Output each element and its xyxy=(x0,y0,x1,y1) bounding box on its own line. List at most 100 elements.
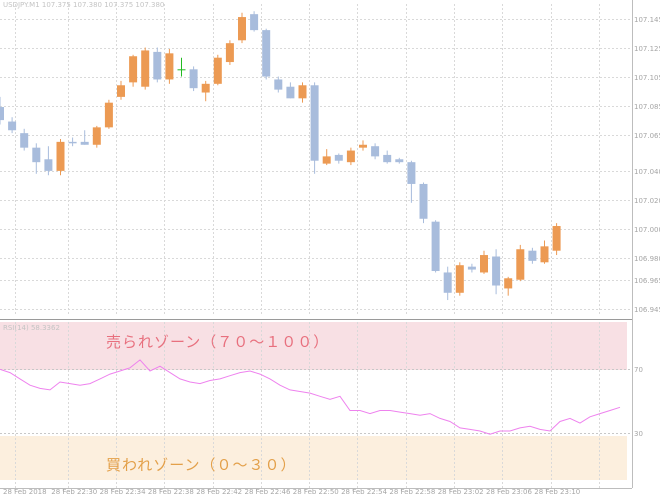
candle xyxy=(32,143,41,174)
candle-body-bear xyxy=(80,141,89,145)
candle xyxy=(467,263,476,273)
candle xyxy=(213,54,222,86)
price-tick-label: 107.125 xyxy=(634,45,660,53)
candle-body-bull xyxy=(359,144,367,148)
overbought-zone-label: 売られゾーン（７０～１００） xyxy=(106,333,329,351)
candle xyxy=(359,140,367,151)
time-tick-label: 28 Feb 23:06 xyxy=(486,488,532,496)
candle-body-bull xyxy=(225,43,234,63)
candle-body-bull xyxy=(238,17,246,41)
candle-body-bull xyxy=(165,53,174,80)
candle xyxy=(8,117,17,134)
candle-body-bull xyxy=(213,57,222,84)
candle xyxy=(68,137,77,147)
rsi-panel-header: RSI(14) 58.3362 xyxy=(3,324,60,332)
candle xyxy=(310,82,319,174)
candle-body-bear xyxy=(310,85,319,161)
candle xyxy=(129,54,138,87)
price-tick-label: 107.105 xyxy=(634,74,660,82)
candle xyxy=(201,80,210,102)
candle xyxy=(20,128,29,151)
candle-body-bear xyxy=(431,221,440,272)
candle-body-bear xyxy=(467,266,476,270)
rsi-tick-label: 30 xyxy=(634,430,643,438)
price-grid xyxy=(0,4,632,316)
candle xyxy=(334,153,343,164)
candle xyxy=(274,76,283,93)
rsi-grid xyxy=(0,322,632,488)
time-tick-label: 28 Feb 22:34 xyxy=(100,488,146,496)
candle-body-bear xyxy=(371,146,380,157)
candle-body-bear xyxy=(262,30,271,77)
candle-body-bear xyxy=(32,147,41,163)
candle xyxy=(540,240,549,264)
candle xyxy=(383,150,392,164)
candle xyxy=(395,157,404,164)
candle-body-bear xyxy=(528,250,537,261)
candle-body-bull xyxy=(201,83,210,93)
candle xyxy=(104,99,113,129)
candle-body-bull xyxy=(56,141,65,171)
candle-body-bull xyxy=(104,102,113,128)
candle xyxy=(480,250,488,274)
oversold-zone xyxy=(0,436,627,480)
candle xyxy=(141,47,150,90)
time-tick-label: 28 Feb 22:50 xyxy=(293,488,339,496)
candle-body-bear xyxy=(189,69,198,89)
candle xyxy=(238,12,246,44)
price-candles xyxy=(0,11,561,301)
candle-body-bull xyxy=(117,85,125,97)
time-tick-label: 28 Feb 22:54 xyxy=(341,488,387,496)
candle xyxy=(407,160,416,203)
candle xyxy=(44,146,53,176)
candle-body-bear xyxy=(407,162,416,184)
candle-body-bear xyxy=(250,14,259,31)
overbought-zone xyxy=(0,322,627,370)
candle-body-bear xyxy=(68,141,77,144)
candle xyxy=(0,96,4,125)
candle xyxy=(153,47,162,83)
time-tick-label: 28 Feb 2018 xyxy=(3,488,47,496)
candle xyxy=(286,82,295,99)
candle xyxy=(371,143,380,160)
candle-body-bull xyxy=(504,278,513,289)
candle-body-bear xyxy=(443,272,452,293)
rsi-tick-label: 70 xyxy=(634,366,643,374)
price-tick-label: 107.065 xyxy=(634,132,660,140)
candle xyxy=(492,249,501,295)
candle-body-bull xyxy=(516,249,525,280)
price-axis: 107.145 107.125 107.105 107.085 107.065 107.0… xyxy=(634,16,660,314)
time-tick-label: 28 Feb 22:30 xyxy=(51,488,97,496)
time-tick-label: 28 Feb 22:42 xyxy=(196,488,242,496)
price-tick-label: 107.085 xyxy=(634,103,660,111)
oversold-zone-label: 買われゾーン（０～３０） xyxy=(106,456,297,474)
candle-body-bull xyxy=(480,255,488,273)
time-tick-label: 28 Feb 22:58 xyxy=(389,488,435,496)
rsi-axis: 70 30 xyxy=(634,366,643,438)
time-tick-label: 28 Feb 22:46 xyxy=(245,488,291,496)
candle-body-bull xyxy=(540,246,549,263)
rsi-line xyxy=(0,359,621,435)
candle-body-bull xyxy=(298,85,307,99)
candle xyxy=(177,57,186,77)
candle-body-bull xyxy=(92,127,101,145)
candle xyxy=(516,244,525,282)
candle-body-bear xyxy=(44,159,53,171)
candle xyxy=(80,130,89,145)
candle xyxy=(189,66,198,92)
price-tick-label: 106.965 xyxy=(634,277,660,285)
candle-body-bull xyxy=(141,50,150,87)
candle xyxy=(250,11,259,32)
candle xyxy=(225,40,234,65)
time-tick-label: 28 Feb 23:02 xyxy=(438,488,484,496)
candle-body-bull xyxy=(322,156,331,164)
candle-body-bear xyxy=(334,154,343,161)
candle xyxy=(504,276,513,296)
price-tick-label: 107.020 xyxy=(634,197,660,205)
price-tick-label: 106.945 xyxy=(634,306,660,314)
candle xyxy=(431,220,440,273)
candle xyxy=(322,149,331,166)
candle-body-bear xyxy=(395,159,404,163)
